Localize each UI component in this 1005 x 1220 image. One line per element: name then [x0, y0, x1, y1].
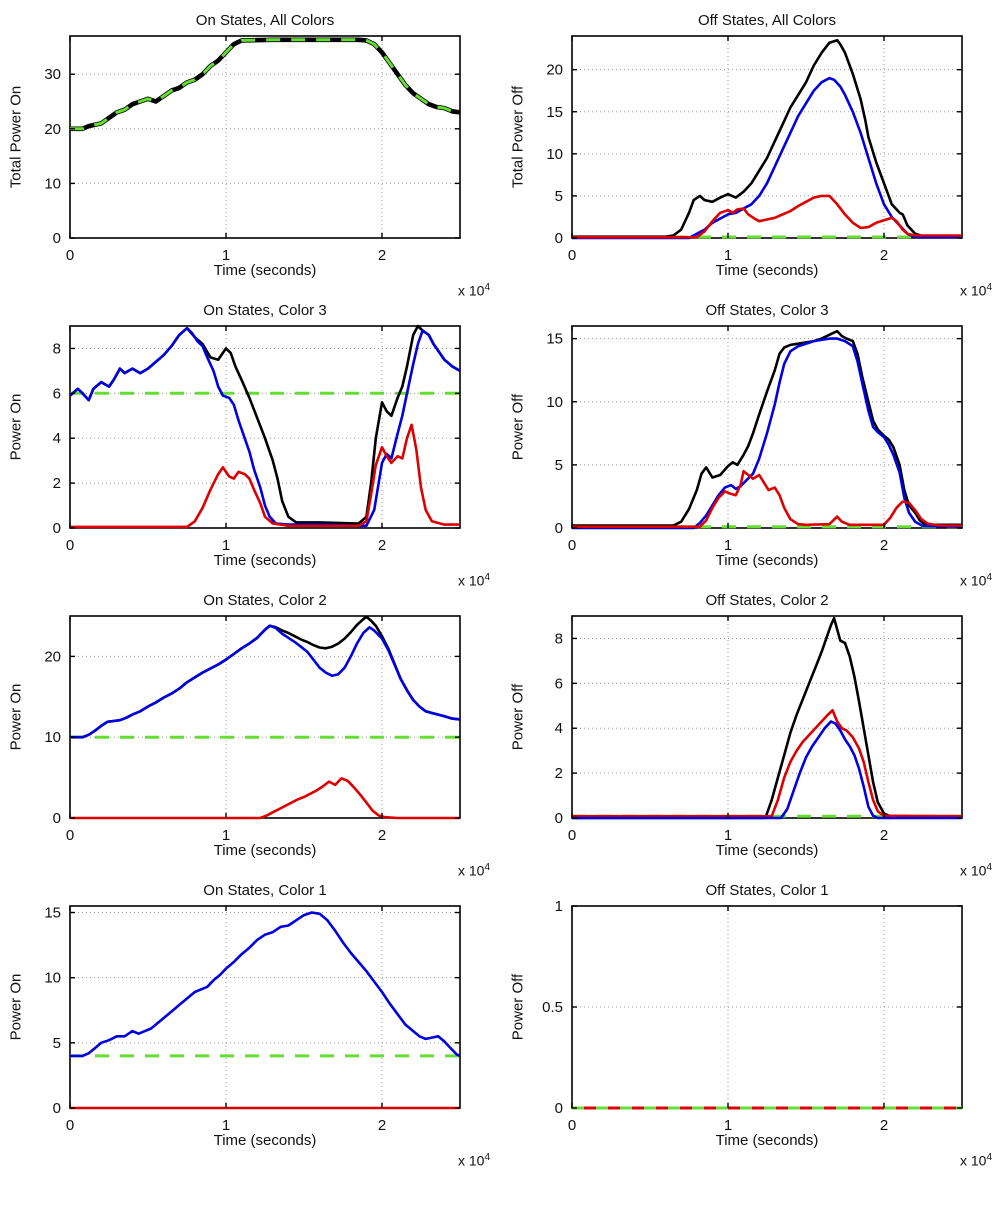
svg-text:6: 6	[555, 675, 563, 692]
svg-text:2: 2	[378, 1117, 386, 1134]
svg-text:2: 2	[880, 537, 888, 554]
svg-text:2: 2	[53, 475, 61, 492]
svg-text:1: 1	[222, 827, 230, 844]
svg-text:30: 30	[44, 66, 61, 83]
plot-area: 0 1 2 0 5 10 15	[44, 905, 461, 1134]
svg-text:0: 0	[53, 230, 61, 247]
svg-text:5: 5	[555, 188, 563, 205]
x-axis-exponent: x 104	[457, 572, 490, 589]
svg-text:0: 0	[53, 1100, 61, 1117]
svg-text:5: 5	[53, 1035, 61, 1052]
x-axis-label: Time (seconds)	[715, 262, 819, 279]
svg-text:20: 20	[44, 648, 61, 665]
x-axis-label: Time (seconds)	[213, 552, 317, 569]
svg-text:0: 0	[568, 247, 576, 264]
svg-text:10: 10	[44, 175, 61, 192]
plot-area: 0 1 2 0 2 4 6 8	[555, 615, 963, 844]
x-axis-exponent: x 104	[959, 862, 992, 879]
svg-text:2: 2	[378, 247, 386, 264]
x-axis-exponent: x 104	[959, 572, 992, 589]
svg-text:2: 2	[880, 1117, 888, 1134]
svg-text:0: 0	[53, 810, 61, 827]
subplot-on-color-2: On States, Color 2 Power On 0 1 2 0 10 20 Tim…	[0, 588, 502, 879]
svg-text:2: 2	[555, 765, 563, 782]
svg-text:10: 10	[44, 970, 61, 987]
svg-text:1: 1	[555, 898, 563, 915]
x-axis-exponent: x 104	[959, 1152, 992, 1169]
svg-text:2: 2	[378, 827, 386, 844]
svg-text:0: 0	[568, 827, 576, 844]
plot-area: 0 1 2 0 5 10 15	[546, 325, 963, 554]
x-axis-label: Time (seconds)	[715, 552, 819, 569]
svg-text:0: 0	[568, 1117, 576, 1134]
chart-title: On States, All Colors	[195, 12, 335, 29]
svg-text:2: 2	[378, 537, 386, 554]
chart-title: Off States, Color 2	[705, 592, 829, 609]
chart-title: On States, Color 2	[203, 592, 327, 609]
svg-text:10: 10	[44, 729, 61, 746]
svg-text:0: 0	[66, 827, 74, 844]
svg-text:0: 0	[66, 247, 74, 264]
svg-text:1: 1	[222, 247, 230, 264]
svg-text:15: 15	[546, 104, 563, 121]
svg-text:0: 0	[66, 1117, 74, 1134]
svg-text:10: 10	[546, 394, 563, 411]
svg-text:15: 15	[546, 331, 563, 348]
svg-text:4: 4	[53, 430, 61, 447]
x-axis-exponent: x 104	[457, 1152, 490, 1169]
x-axis-label: Time (seconds)	[213, 842, 317, 859]
chart-title: Off States, Color 3	[705, 302, 829, 319]
svg-text:20: 20	[44, 121, 61, 138]
subplot-off-all-colors: Off States, All Colors Total Power Off 0…	[502, 8, 1005, 299]
x-axis-label: Time (seconds)	[213, 262, 317, 279]
svg-text:10: 10	[546, 146, 563, 163]
subplot-off-color-1: Off States, Color 1 Power Off 0 1 2 0 0.5 1 T…	[502, 878, 1005, 1169]
subplot-off-color-3: Off States, Color 3 Power Off 0 1 2 0 5 10 15 …	[502, 298, 1005, 589]
svg-text:0.5: 0.5	[542, 999, 563, 1016]
svg-text:0: 0	[555, 520, 563, 537]
svg-text:1: 1	[724, 827, 732, 844]
svg-text:0: 0	[66, 537, 74, 554]
chart-title: Off States, Color 1	[705, 882, 829, 899]
x-axis-exponent: x 104	[457, 282, 490, 299]
chart-title: Off States, All Colors	[697, 12, 837, 29]
x-axis-exponent: x 104	[457, 862, 490, 879]
plot-area: 0 1 2 0 2 4 6 8	[53, 324, 461, 554]
x-axis-label: Time (seconds)	[715, 1132, 819, 1149]
svg-text:0: 0	[568, 537, 576, 554]
chart-title: On States, Color 3	[203, 302, 327, 319]
x-axis-exponent: x 104	[959, 282, 992, 299]
svg-text:5: 5	[555, 457, 563, 474]
subplot-on-color-1: On States, Color 1 Power On 0 1 2 0 5 10 15 Ti…	[0, 878, 502, 1169]
svg-text:6: 6	[53, 385, 61, 402]
svg-text:8: 8	[53, 340, 61, 357]
svg-text:0: 0	[555, 1100, 563, 1117]
svg-text:0: 0	[555, 810, 563, 827]
svg-text:1: 1	[222, 537, 230, 554]
svg-text:1: 1	[222, 1117, 230, 1134]
svg-text:8: 8	[555, 630, 563, 647]
svg-text:1: 1	[724, 1117, 732, 1134]
svg-text:20: 20	[546, 62, 563, 79]
svg-text:0: 0	[53, 520, 61, 537]
plot-area: 0 1 2 0 0.5 1	[542, 898, 963, 1134]
svg-text:15: 15	[44, 905, 61, 922]
svg-text:4: 4	[555, 720, 563, 737]
x-axis-label: Time (seconds)	[213, 1132, 317, 1149]
svg-text:1: 1	[724, 537, 732, 554]
svg-text:2: 2	[880, 827, 888, 844]
x-axis-label: Time (seconds)	[715, 842, 819, 859]
svg-text:0: 0	[555, 230, 563, 247]
svg-text:2: 2	[880, 247, 888, 264]
chart-title: On States, Color 1	[203, 882, 327, 899]
svg-text:1: 1	[724, 247, 732, 264]
